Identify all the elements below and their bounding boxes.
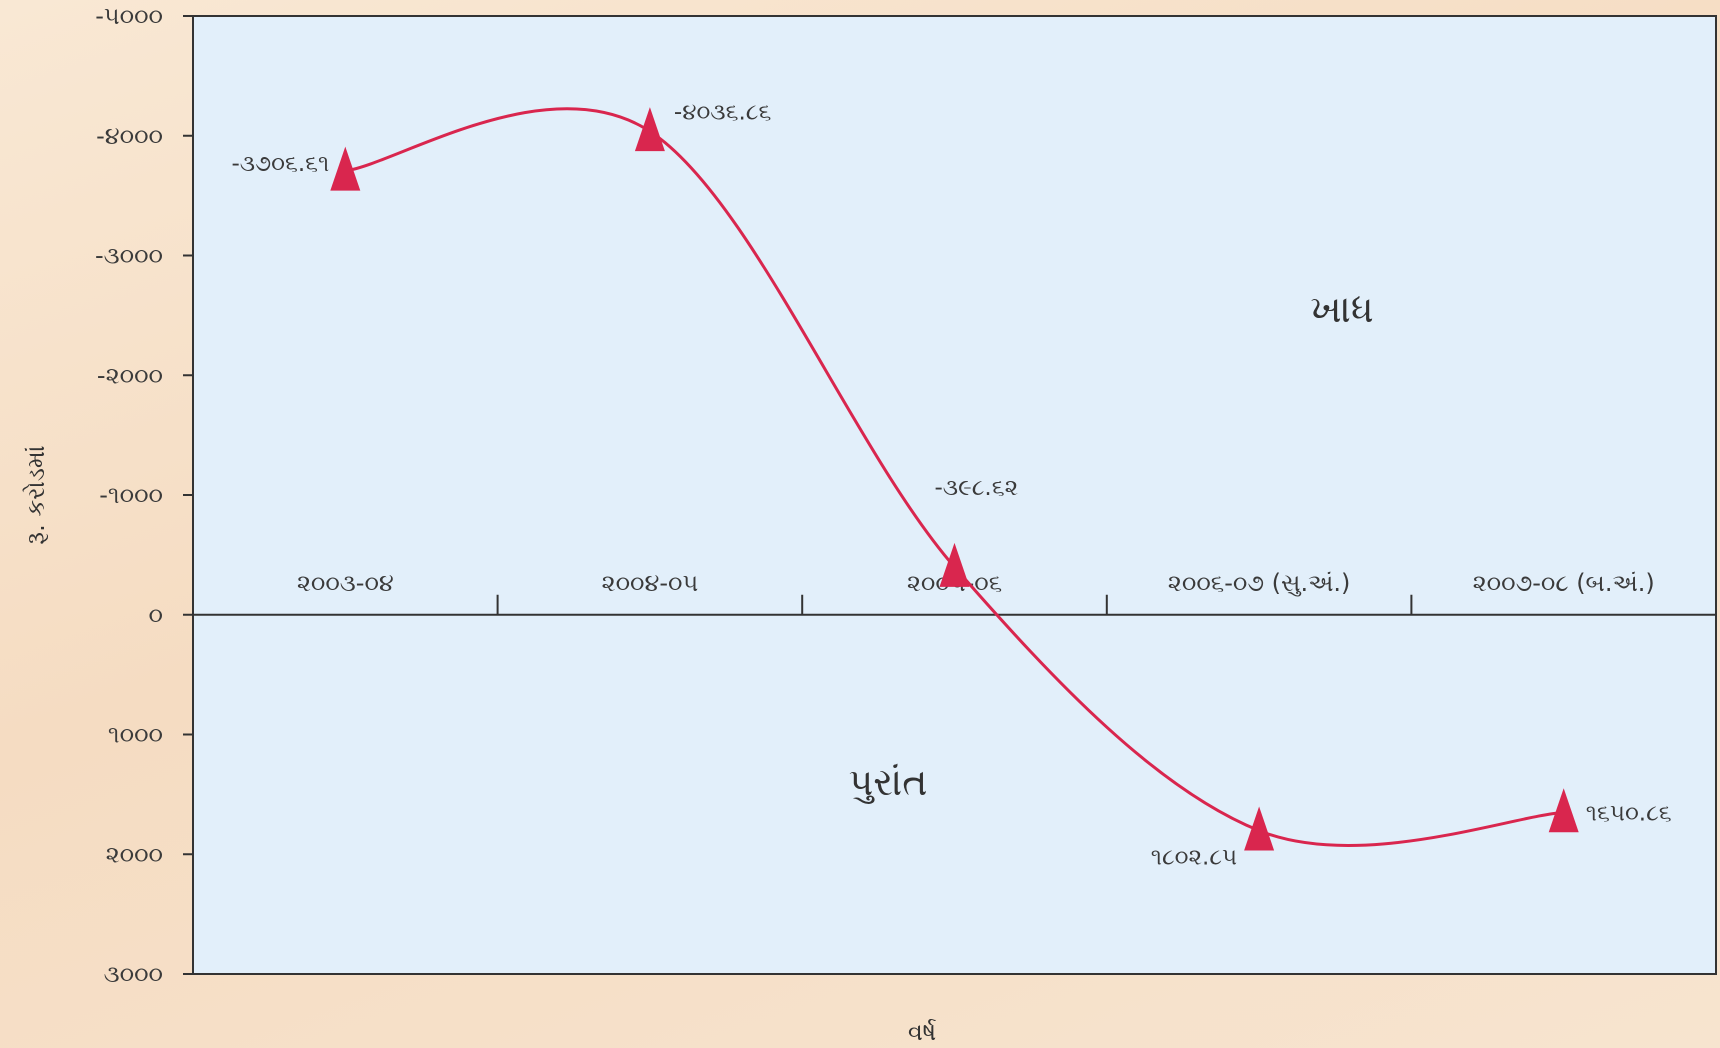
region-label-surplus: પુરાંત xyxy=(849,760,928,805)
plot-area xyxy=(192,15,1717,975)
y-tick-label: -૩૦૦૦ xyxy=(95,242,163,270)
x-category-label: ૨૦૦૬-૦૭ (સુ.અં.) xyxy=(1168,569,1351,597)
data-marker-triangle xyxy=(1548,788,1579,833)
data-marker-triangle xyxy=(330,146,361,191)
y-axis-title: રૂ. કરોડમાં xyxy=(22,445,50,544)
y-tick-label: -૫૦૦૦ xyxy=(95,2,163,30)
x-category-label: ૨૦૦૩-૦૪ xyxy=(297,569,394,597)
y-tick-label: ૦ xyxy=(149,601,163,629)
data-label: ૧૮૦૨.૮૫ xyxy=(1151,845,1237,871)
data-marker-triangle xyxy=(1244,806,1275,851)
x-category-label: ૨૦૦૪-૦૫ xyxy=(602,569,699,597)
y-tick-label: ૩૦૦૦ xyxy=(104,960,163,988)
y-tick-label: -૨૦૦૦ xyxy=(97,361,163,389)
data-label: -૪૦૩૬.૮૬ xyxy=(674,99,771,125)
series-line xyxy=(345,107,1564,847)
y-axis-ticks: -૫૦૦૦ -૪૦૦૦ -૩૦૦૦ -૨૦૦૦ -૧૦૦૦ ૦ ૧૦૦૦ ૨૦૦૦ ૩૦૦૦ xyxy=(95,2,193,988)
y-tick-label: ૨૦૦૦ xyxy=(106,840,163,868)
data-marker-triangle xyxy=(634,107,665,152)
data-label: ૧૬૫૦.૮૬ xyxy=(1586,800,1672,826)
data-label: -૩૭૦૬.૬૧ xyxy=(232,151,330,177)
data-marker-triangle xyxy=(939,542,970,587)
x-axis-title: વર્ષ xyxy=(908,1018,936,1046)
category-dividers xyxy=(496,594,1413,615)
y-tick-label: -૧૦૦૦ xyxy=(99,481,163,509)
y-tick-label: -૪૦૦૦ xyxy=(96,122,163,150)
data-labels: -૩૭૦૬.૬૧ -૪૦૩૬.૮૬ -૩૯૮.૬૨ ૧૮૦૨.૮૫ ૧૬૫૦.૮૬ xyxy=(232,99,1672,870)
region-label-deficit: ખાધ xyxy=(1310,287,1373,331)
data-markers xyxy=(330,107,1579,851)
y-tick-label: ૧૦૦૦ xyxy=(108,721,163,749)
data-label: -૩૯૮.૬૨ xyxy=(935,475,1019,501)
x-category-label: ૨૦૦૭-૦૮ (બ.અં.) xyxy=(1473,569,1655,597)
